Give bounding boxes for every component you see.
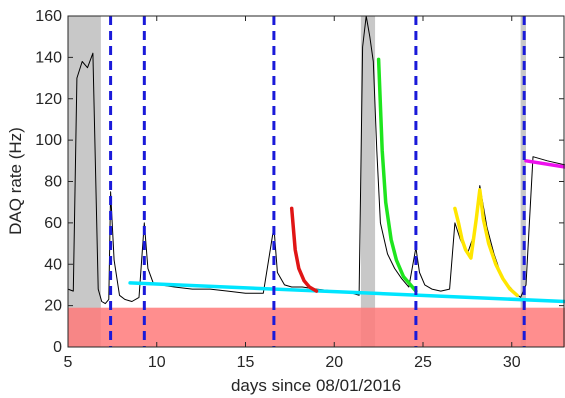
y-tick-label-7: 140 [35, 49, 62, 66]
vertical-markers [109, 16, 526, 347]
x-tick-label-3: 20 [325, 354, 343, 371]
y-tick-label-1: 20 [44, 298, 62, 315]
y-axis-label: DAQ rate (Hz) [6, 127, 25, 235]
x-tick-label-1: 10 [148, 354, 166, 371]
series-line-2 [289, 206, 319, 293]
series-line-3 [376, 57, 418, 293]
shaded-region-1 [360, 16, 376, 347]
x-tick-label-2: 15 [237, 354, 255, 371]
y-tick-label-5: 100 [35, 132, 62, 149]
series-layer [67, 15, 565, 305]
x-tick-label-4: 25 [414, 354, 432, 371]
x-axis-label: days since 08/01/2016 [231, 376, 401, 395]
threshold-band [68, 307, 565, 347]
y-tick-label-2: 40 [44, 256, 62, 273]
x-tick-label-0: 5 [64, 354, 73, 371]
y-tick-label-3: 60 [44, 215, 62, 232]
threshold-band-layer [68, 307, 565, 347]
series-line-0 [67, 15, 565, 305]
y-tick-label-8: 160 [35, 8, 62, 25]
y-tick-label-6: 120 [35, 91, 62, 108]
series-line-4 [453, 188, 519, 298]
series-line-5 [524, 159, 565, 169]
axis-ticks: 5 10 15 20 25 30 0 20 40 60 80 100 120 140 160 [35, 8, 564, 371]
y-tick-label-4: 80 [44, 174, 62, 191]
series-line-1 [128, 281, 565, 304]
x-tick-label-5: 30 [503, 354, 521, 371]
y-tick-label-0: 0 [53, 339, 62, 356]
